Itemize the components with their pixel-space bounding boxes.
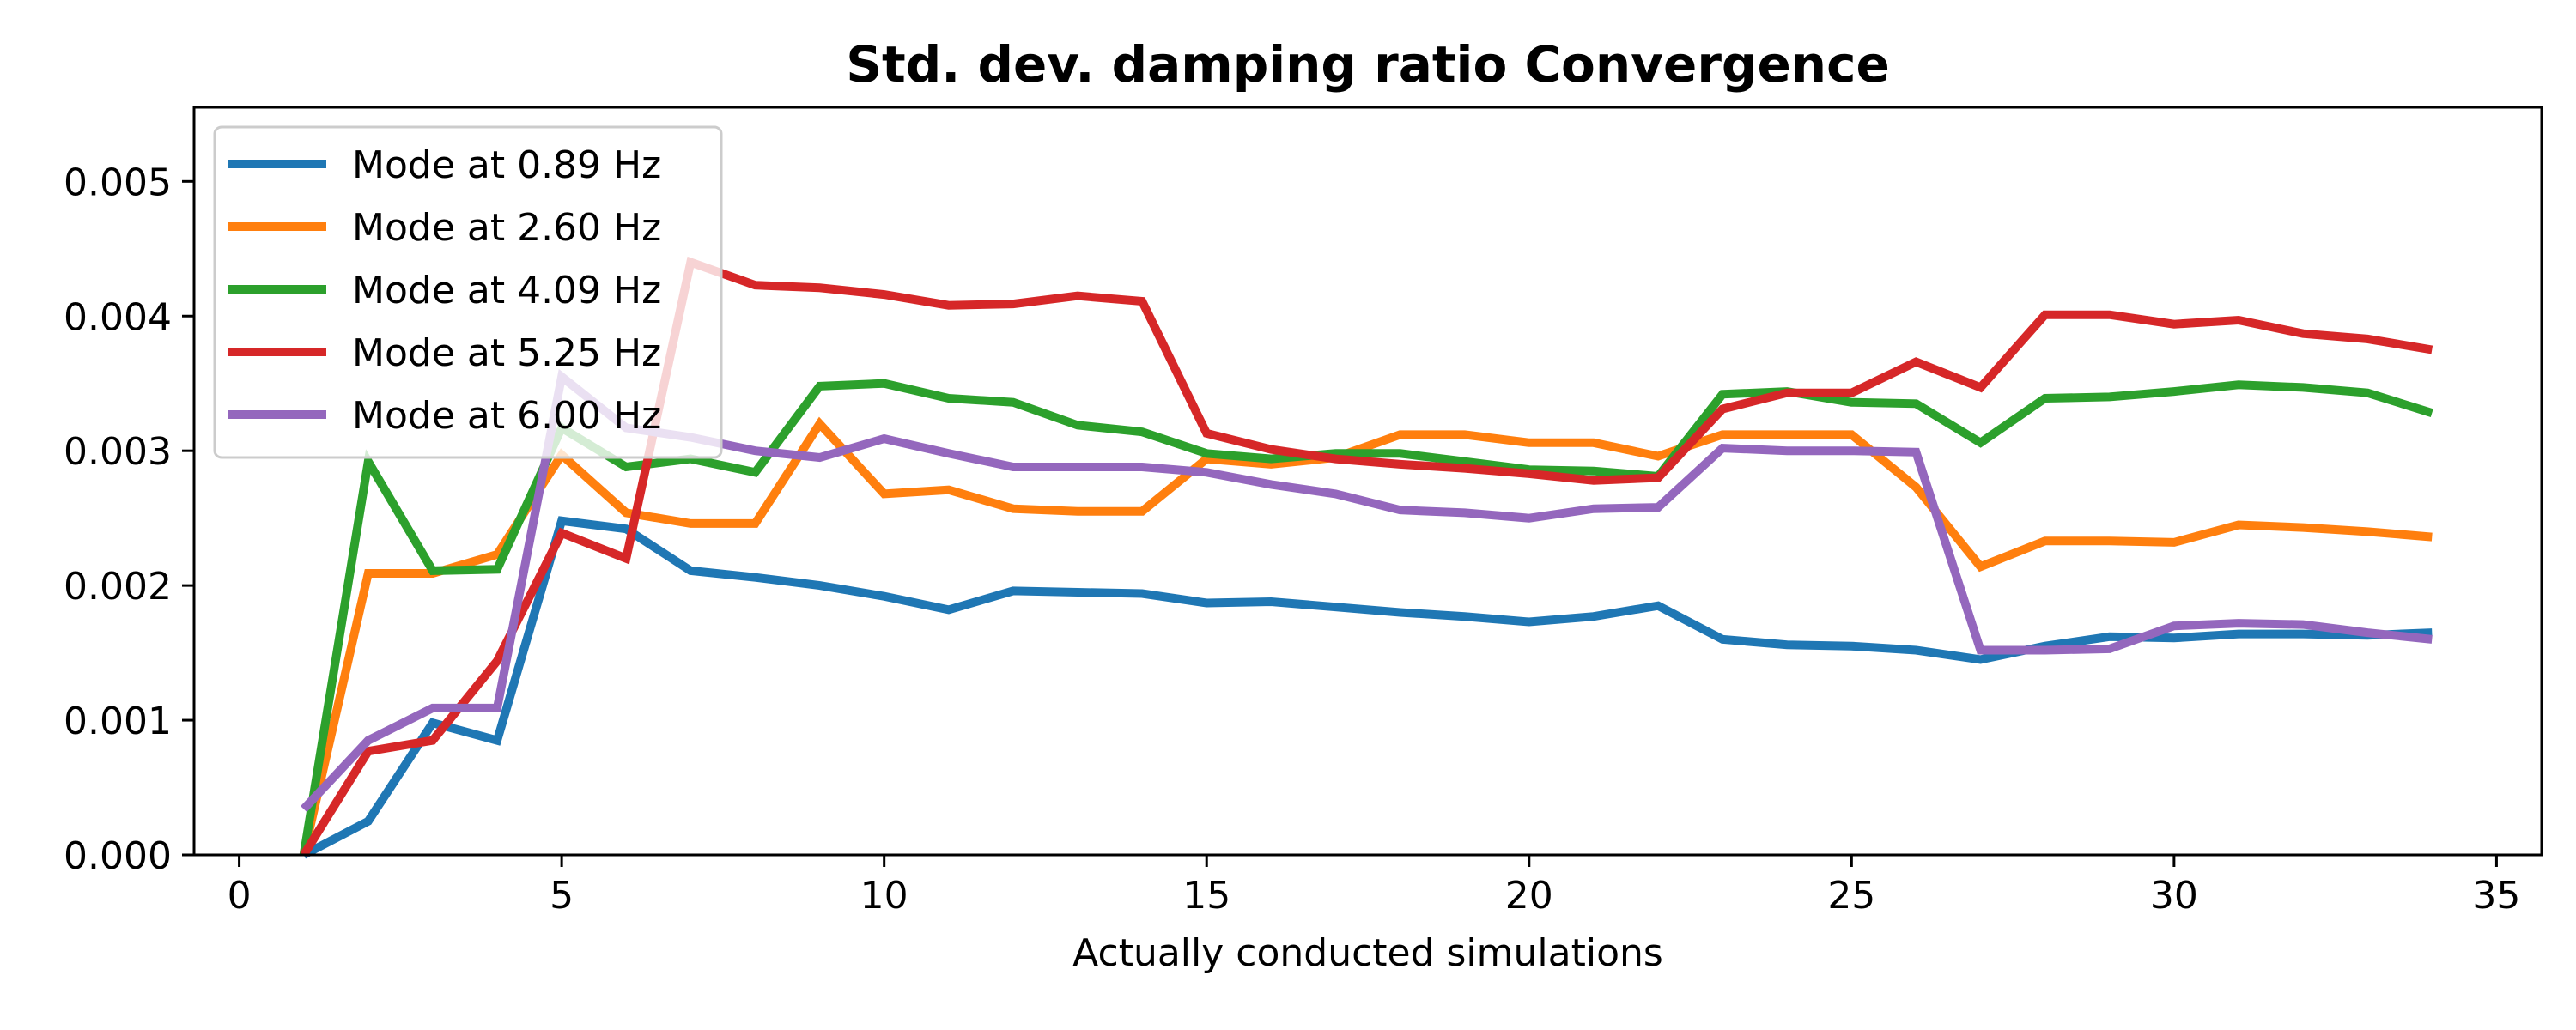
x-tick-label: 0 [228,874,252,918]
x-tick-label: 10 [860,874,908,918]
legend-label: Mode at 6.00 Hz [352,394,661,438]
x-axis: 0 5 10 15 20 25 30 35 [228,855,2520,918]
legend-label: Mode at 2.60 Hz [352,206,661,250]
plot-frame [192,106,2543,857]
legend-box [213,125,723,459]
y-tick-label: 0.000 [64,834,172,878]
series-line-2 [299,416,2433,857]
y-tick-label: 0.003 [64,430,172,474]
x-tick-label: 25 [1827,874,1875,918]
y-tick-label: 0.004 [64,295,172,339]
x-tick-label: 30 [2150,874,2198,918]
x-tick-label: 35 [2472,874,2520,918]
x-tick-label: 5 [550,874,574,918]
x-tick-label: 20 [1505,874,1553,918]
y-tick-label: 0.005 [64,161,172,204]
legend-label: Mode at 4.09 Hz [352,269,661,312]
legend-label: Mode at 0.89 Hz [352,143,661,187]
x-axis-label: Actually conducted simulations [1072,931,1663,975]
x-tick-label: 15 [1182,874,1230,918]
y-tick-label: 0.002 [64,565,172,609]
chart-title: Std. dev. damping ratio Convergence [846,35,1890,94]
series-line-3 [299,379,2433,856]
legend-label: Mode at 5.25 Hz [352,331,661,375]
y-axis: 0.000 0.001 0.002 0.003 0.004 0.005 [64,161,194,878]
series-line-1 [301,516,2433,859]
legend: Mode at 0.89 Hz Mode at 2.60 Hz Mode at 4.… [213,125,723,459]
y-tick-label: 0.001 [64,700,172,743]
